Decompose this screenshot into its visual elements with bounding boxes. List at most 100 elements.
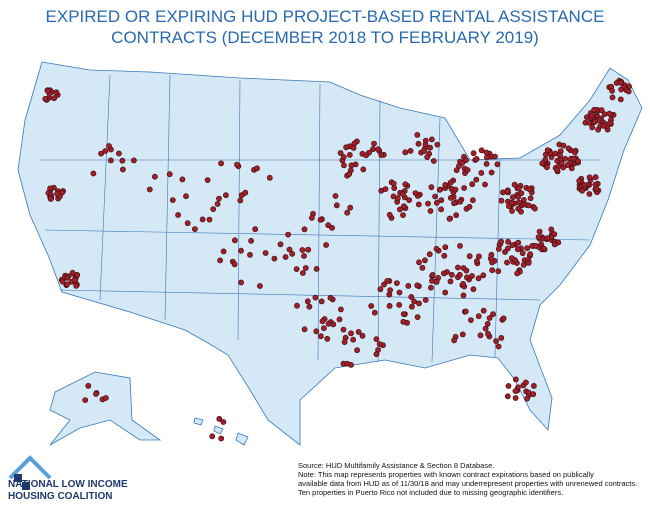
property-dot — [252, 226, 259, 233]
property-dot — [299, 247, 306, 253]
property-dot — [568, 165, 575, 172]
property-dot — [447, 278, 454, 285]
property-dot — [586, 174, 593, 181]
property-dot — [527, 195, 534, 202]
property-dot — [525, 202, 532, 209]
property-dot — [308, 214, 315, 221]
property-dot — [564, 162, 571, 168]
property-dot — [317, 216, 324, 223]
property-dot — [344, 209, 351, 216]
property-dot — [90, 170, 97, 177]
property-dot — [512, 376, 519, 383]
property-dot — [505, 238, 511, 245]
property-dot — [391, 185, 398, 191]
property-dot — [592, 174, 599, 181]
property-dot — [460, 292, 467, 299]
property-dot — [373, 351, 380, 358]
property-dot — [305, 246, 312, 253]
property-dot — [360, 166, 367, 173]
property-dot — [589, 112, 595, 119]
logo-roof — [8, 455, 52, 480]
property-dot — [218, 160, 224, 167]
property-dot — [433, 278, 440, 285]
title-line: CONTRACTS (DECEMBER 2018 TO FEBRUARY 201… — [111, 28, 539, 47]
property-dot — [277, 241, 284, 248]
property-dot — [340, 162, 347, 169]
property-dot — [337, 306, 344, 313]
property-dot — [495, 246, 502, 252]
property-dot — [548, 226, 555, 233]
property-dot — [483, 160, 490, 167]
property-dot — [214, 201, 221, 207]
property-dot — [424, 154, 431, 160]
property-dot — [447, 194, 454, 201]
property-dot — [609, 87, 615, 94]
property-dot — [406, 197, 412, 203]
logo-block — [22, 482, 30, 490]
property-dot — [301, 226, 308, 233]
property-dot — [108, 157, 114, 164]
property-dot — [85, 382, 92, 389]
property-dot — [461, 185, 467, 191]
property-dot — [373, 336, 380, 342]
property-dot — [477, 332, 484, 339]
property-dot — [396, 206, 403, 213]
property-dot — [216, 195, 222, 202]
property-dot — [436, 186, 443, 193]
property-dot — [524, 395, 530, 402]
footnote-line: Ten properties in Puerto Rico not includ… — [298, 488, 563, 497]
property-dot — [293, 266, 300, 272]
property-dot — [508, 255, 515, 261]
property-dot — [446, 215, 453, 222]
property-dot — [231, 237, 238, 244]
property-dot — [416, 300, 422, 307]
property-dot — [527, 251, 534, 258]
logo-text: NATIONAL LOW INCOME — [8, 479, 128, 490]
property-dot — [530, 391, 537, 398]
property-dot — [206, 216, 213, 223]
property-dot — [544, 235, 551, 241]
title-line: EXPIRED OR EXPIRING HUD PROJECT-BASED RE… — [46, 7, 605, 26]
property-dot — [459, 331, 466, 338]
property-dot — [343, 144, 349, 151]
property-dot — [469, 181, 476, 188]
property-dot — [337, 150, 344, 156]
property-dot — [347, 204, 354, 211]
property-dot — [504, 259, 510, 266]
property-dot — [69, 269, 76, 276]
property-dot — [325, 320, 332, 327]
property-dot — [531, 382, 537, 389]
property-dot — [377, 286, 384, 293]
property-dot — [408, 303, 415, 310]
property-dot — [355, 328, 362, 335]
property-dot — [416, 259, 422, 266]
property-dot — [216, 415, 223, 422]
property-dot — [442, 244, 449, 251]
property-dot — [551, 241, 558, 248]
property-dot — [520, 261, 527, 268]
property-dot — [617, 79, 624, 86]
property-dot — [482, 181, 488, 188]
property-dot — [299, 270, 306, 276]
property-dot — [509, 208, 515, 214]
property-dot — [248, 237, 254, 244]
us-mainland — [17, 61, 643, 446]
property-dot — [560, 142, 567, 149]
property-dot — [429, 271, 436, 278]
property-dot — [607, 120, 613, 126]
hawaii — [193, 417, 249, 446]
property-dot — [473, 258, 480, 265]
property-dot — [454, 264, 461, 271]
property-dot — [591, 107, 597, 113]
property-dot — [456, 271, 463, 278]
property-dot — [515, 199, 522, 206]
property-dot — [447, 179, 454, 186]
property-dot — [466, 203, 473, 210]
property-dot — [572, 149, 578, 156]
property-dot — [400, 203, 407, 209]
property-dot — [625, 88, 632, 95]
property-dot — [609, 94, 616, 101]
property-dot — [354, 347, 360, 354]
property-dot — [340, 154, 347, 160]
